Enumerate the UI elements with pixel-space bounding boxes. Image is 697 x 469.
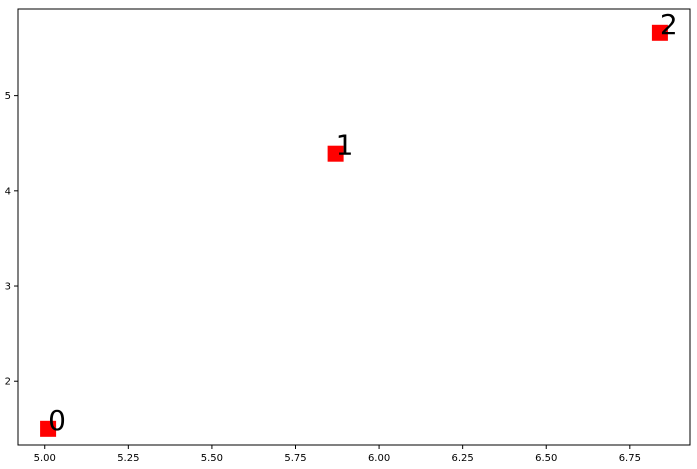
y-tick-label: 2 bbox=[5, 377, 11, 388]
x-tick-label: 5.75 bbox=[284, 453, 306, 464]
x-tick-label: 5.25 bbox=[117, 453, 139, 464]
x-tick-label: 6.25 bbox=[452, 453, 474, 464]
x-axis-ticks: 5.00 5.25 5.50 5.75 6.00 6.25 6.50 6.75 bbox=[34, 445, 641, 464]
x-tick-label: 6.75 bbox=[619, 453, 641, 464]
data-point-marker bbox=[40, 420, 57, 437]
y-tick-label: 3 bbox=[5, 282, 11, 293]
plot-area bbox=[18, 9, 690, 445]
y-axis-ticks: 2 3 4 5 bbox=[5, 91, 18, 388]
data-point-label: 0 bbox=[48, 404, 66, 437]
data-point-marker bbox=[327, 145, 344, 162]
plot-frame bbox=[17, 8, 691, 446]
data-point-label: 2 bbox=[660, 8, 678, 41]
y-tick-label: 5 bbox=[5, 91, 11, 102]
x-tick-label: 6.00 bbox=[368, 453, 390, 464]
x-tick-label: 5.50 bbox=[201, 453, 223, 464]
x-tick-label: 5.00 bbox=[34, 453, 56, 464]
data-points: 0 1 2 bbox=[40, 8, 678, 437]
data-point-marker bbox=[651, 24, 668, 41]
data-point-label: 1 bbox=[336, 129, 354, 162]
x-tick-label: 6.50 bbox=[535, 453, 557, 464]
y-tick-label: 4 bbox=[5, 186, 11, 197]
